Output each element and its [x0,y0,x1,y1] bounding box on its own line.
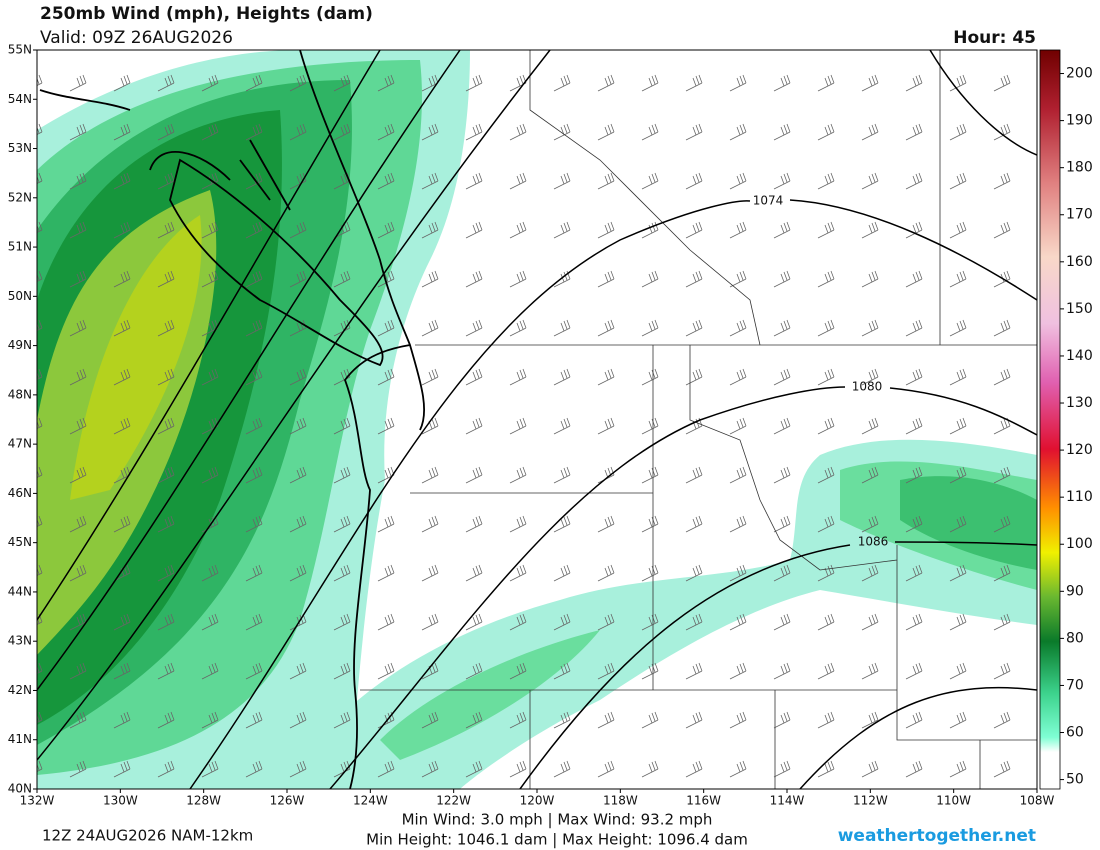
lat-label: 51N [8,240,32,254]
lon-label: 110W [936,794,971,808]
lon-label: 116W [686,794,721,808]
lon-label: 108W [1020,794,1055,808]
lon-label: 122W [436,794,471,808]
site-credit: weathertogether.net [838,826,1036,846]
lon-label: 124W [353,794,388,808]
lat-label: 54N [8,92,32,106]
lat-label: 50N [8,289,32,303]
colorbar-label: 150 [1066,301,1093,317]
lat-label: 53N [8,141,32,155]
valid-time: Valid: 09Z 26AUG2026 [40,28,233,48]
colorbar [1039,49,1061,790]
forecast-hour: Hour: 45 [953,28,1036,48]
coastline [39,50,426,789]
colorbar-label: 130 [1066,395,1093,411]
contour-label: 1074 [753,194,784,208]
colorbar-label: 200 [1066,66,1093,82]
colorbar-label: 50 [1066,772,1084,788]
title: 250mb Wind (mph), Heights (dam) [40,4,373,24]
lat-label: 44N [8,584,32,598]
colorbar-label: 80 [1066,630,1084,646]
colorbar-label: 90 [1066,583,1084,599]
wind-barbs [37,50,1037,789]
contour-label: 1086 [858,535,889,549]
colorbar-label: 100 [1066,536,1093,552]
colorbar-label: 70 [1066,677,1084,693]
colorbar-label: 140 [1066,348,1093,364]
lat-label: 52N [8,190,32,204]
lat-label: 47N [8,437,32,451]
colorbar-label: 60 [1066,725,1084,741]
lon-label: 120W [520,794,555,808]
lat-label: 46N [8,486,32,500]
lon-label: 132W [20,794,55,808]
lon-label: 112W [853,794,888,808]
borders [360,50,1037,789]
lon-label: 126W [270,794,305,808]
colorbar-label: 180 [1066,160,1093,176]
lat-label: 40N [8,782,32,796]
lon-label: 130W [103,794,138,808]
map-area: 1074 1080 1086 [37,50,1037,789]
colorbar-label: 170 [1066,207,1093,223]
contour-label: 1080 [852,380,883,394]
colorbar-label: 190 [1066,113,1093,129]
colorbar-label: 120 [1066,442,1093,458]
lon-label: 128W [186,794,221,808]
lat-label: 42N [8,683,32,697]
lat-label: 48N [8,387,32,401]
lat-label: 45N [8,535,32,549]
height-contours [37,50,1037,789]
height-stats: Min Height: 1046.1 dam | Max Height: 109… [366,831,748,849]
lat-label: 41N [8,732,32,746]
lon-label: 118W [603,794,638,808]
model-run: 12Z 24AUG2026 NAM-12km [42,827,253,845]
wind-stats: Min Wind: 3.0 mph | Max Wind: 93.2 mph [402,811,713,829]
lon-label: 114W [770,794,805,808]
lat-label: 49N [8,338,32,352]
colorbar-label: 160 [1066,254,1093,270]
colorbar-label: 110 [1066,489,1093,505]
lat-label: 55N [8,43,32,57]
lat-label: 43N [8,634,32,648]
